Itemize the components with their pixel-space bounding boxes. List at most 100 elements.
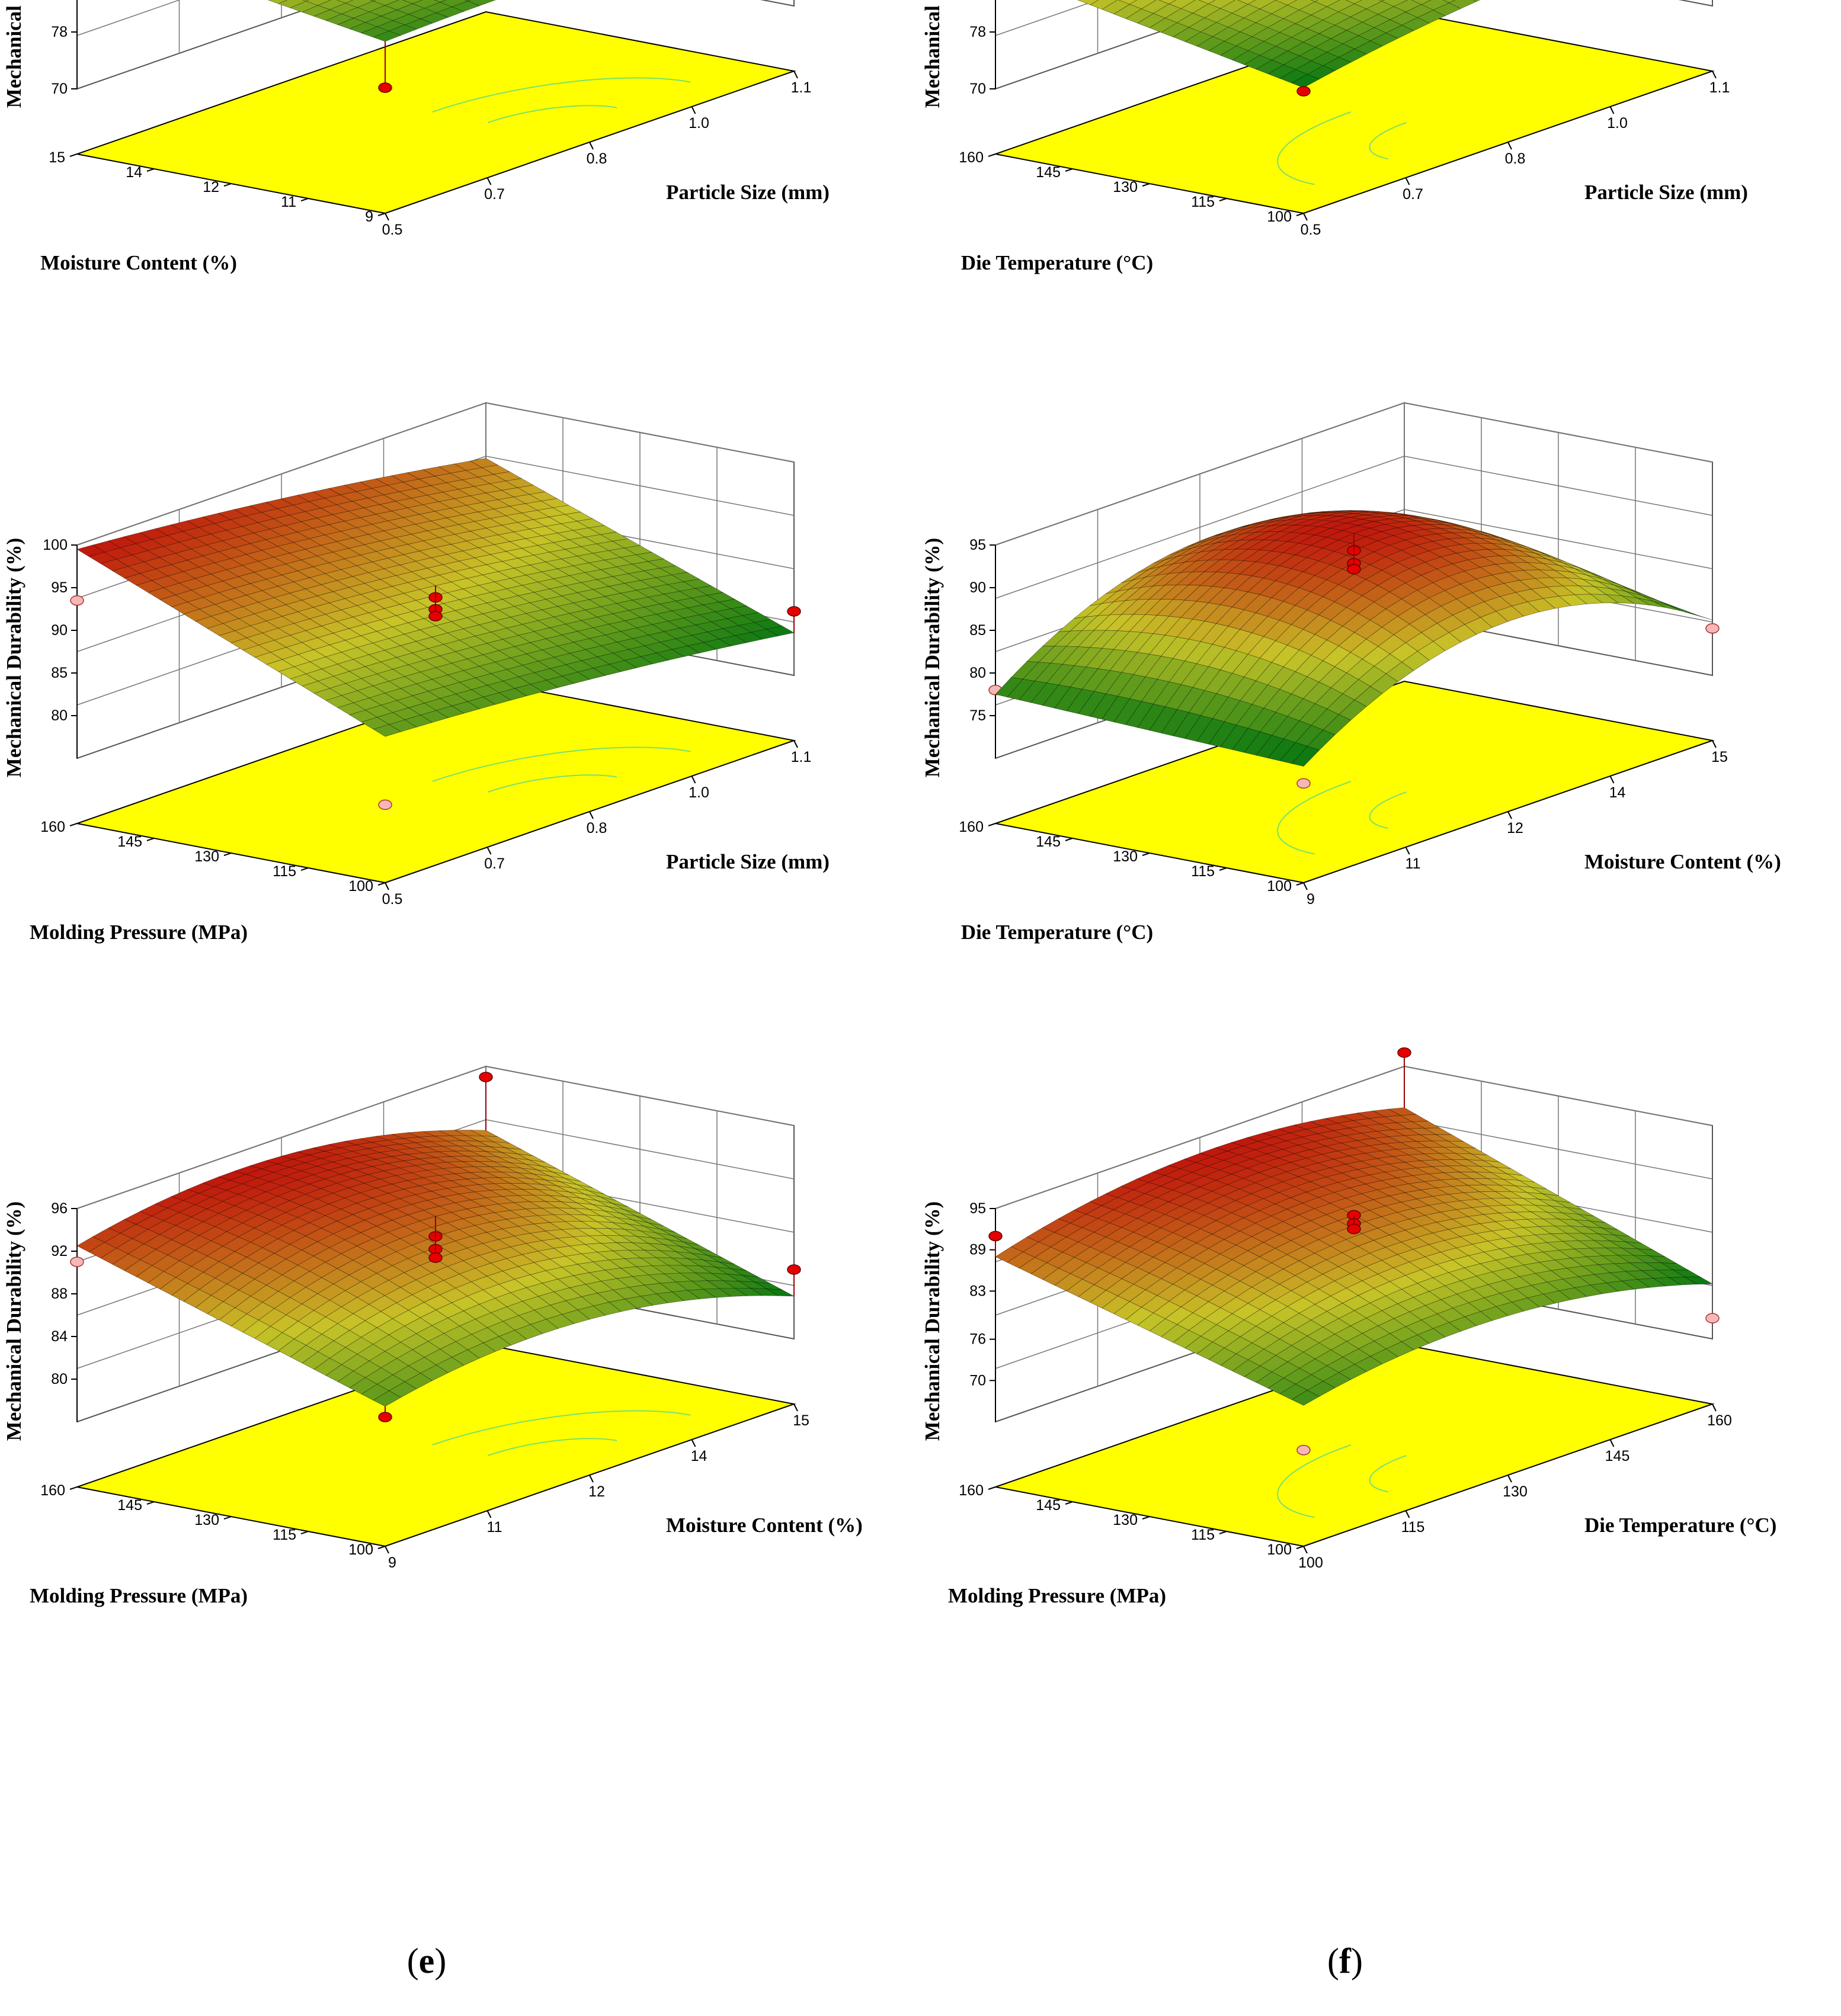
- y-axis-label: Die Temperature (°C): [961, 921, 1153, 944]
- floor-contour: [488, 105, 617, 123]
- y-tick-mark: [1142, 1516, 1150, 1520]
- x-tick-label: 11: [487, 1519, 502, 1536]
- y-tick-mark: [377, 1546, 386, 1549]
- y-tick-mark: [1219, 1531, 1227, 1534]
- panel-caption-letter: f: [1339, 1941, 1352, 1980]
- z-tick-label: 85: [51, 665, 68, 681]
- y-tick-mark: [1296, 1546, 1304, 1549]
- x-ticks: 9 11 12 14 15: [1303, 740, 1728, 908]
- x-tick-mark: [589, 1475, 594, 1483]
- x-axis-label: Particle Size (mm): [666, 850, 830, 873]
- x-tick-label: 9: [388, 1555, 396, 1571]
- z-axis-label: Mechanical Durability (%): [921, 538, 944, 777]
- x-tick-label: 14: [1609, 784, 1626, 801]
- response-surface: [76, 458, 795, 737]
- surface-cell: [1669, 605, 1697, 616]
- z-tick-label: 78: [51, 24, 68, 40]
- z-ticks: 80 85 90 95 100: [43, 537, 77, 724]
- y-tick-mark: [1296, 882, 1304, 886]
- z-tick-label: 92: [51, 1243, 68, 1259]
- design-point: [428, 1252, 443, 1263]
- z-tick-label: 80: [51, 707, 68, 724]
- box-frame: [76, 0, 795, 90]
- surface-cell: [1291, 74, 1320, 88]
- y-axis-label: Molding Pressure (MPa): [30, 1584, 248, 1607]
- x-tick-mark: [691, 1439, 696, 1447]
- z-axis-label: Mechanical Durability (%): [2, 538, 25, 777]
- z-ticks: 80 84 88 92 96: [51, 1200, 77, 1387]
- x-tick-mark: [486, 847, 492, 855]
- gridline: [76, 402, 795, 546]
- floor-contour: [1276, 111, 1352, 185]
- x-tick-mark: [589, 811, 594, 819]
- surface-cell: [373, 31, 402, 42]
- y-ticks: 100 115 130 145 160: [40, 1482, 386, 1558]
- z-tick-label: 83: [969, 1283, 986, 1299]
- y-tick-mark: [1219, 198, 1227, 201]
- x-tick-mark: [793, 740, 798, 748]
- surface-cell: [1291, 1390, 1320, 1406]
- panel-f: 70 76 83 89 95 100 115 130 145 160 100 115 130 145 160…: [921, 1047, 1776, 1980]
- x-tick-mark: [1712, 1403, 1717, 1412]
- x-tick-label: 12: [1507, 820, 1523, 836]
- y-tick-mark: [1296, 213, 1304, 216]
- x-tick-mark: [385, 213, 389, 221]
- z-tick-label: 100: [43, 537, 68, 553]
- z-tick-label: 95: [969, 537, 986, 553]
- x-ticks: 0.5 0.7 0.8 1.0 1.1: [382, 740, 811, 908]
- floor-contour: [432, 746, 691, 782]
- z-tick-label: 90: [969, 579, 986, 596]
- x-tick-label: 115: [1401, 1519, 1425, 1536]
- y-ticks: 100 115 130 145 160: [959, 149, 1304, 225]
- gridline: [76, 1066, 795, 1209]
- y-tick-label: 160: [40, 1482, 65, 1499]
- response-surface: [995, 510, 1713, 767]
- x-tick-label: 0.5: [382, 222, 403, 238]
- floor-contour: [1369, 791, 1407, 829]
- y-axis-label: Molding Pressure (MPa): [948, 1584, 1166, 1607]
- design-points-above: [378, 41, 392, 93]
- design-points-above: [1296, 86, 1311, 97]
- y-tick-mark: [1142, 183, 1150, 187]
- box-frame: [995, 0, 1713, 90]
- design-point: [1705, 1313, 1720, 1323]
- y-tick-mark: [377, 213, 386, 216]
- y-tick-label: 115: [273, 1527, 296, 1543]
- panel-d: 75 80 85 90 95 9 11 12 14 15 100 115 130 145 160 Mechan…: [921, 402, 1781, 1317]
- design-point: [787, 1264, 801, 1275]
- y-tick-label: 130: [194, 1512, 219, 1528]
- x-tick-label: 145: [1605, 1448, 1630, 1464]
- x-tick-label: 1.1: [1709, 79, 1730, 96]
- design-point: [378, 1412, 392, 1422]
- y-tick-label: 145: [1036, 1497, 1061, 1514]
- y-axis-label: Die Temperature (°C): [961, 251, 1153, 274]
- x-axis-label: Particle Size (mm): [666, 181, 830, 204]
- z-tick-label: 90: [51, 622, 68, 639]
- design-point: [1296, 778, 1311, 789]
- panel-b: 707885931000.50.70.81.01.110011513014516…: [921, 0, 1748, 648]
- y-tick-label: 100: [348, 1541, 373, 1558]
- design-point: [1296, 1444, 1311, 1456]
- panel-c: 80 85 90 95 100 0.5 0.7 0.8 1.0 1.1 100 115 130 145 16…: [2, 402, 830, 1317]
- x-tick-label: 14: [691, 1448, 707, 1464]
- x-tick-mark: [1712, 70, 1717, 79]
- surface-cell: [1442, 0, 1456, 4]
- design-point: [1296, 86, 1311, 97]
- design-point: [428, 611, 443, 621]
- z-tick-label: 70: [51, 81, 68, 97]
- surface-cell: [1473, 0, 1481, 2]
- x-tick-label: 0.7: [1403, 186, 1423, 203]
- y-tick-label: 115: [1191, 1527, 1215, 1543]
- y-ticks: 100 115 130 145 160: [959, 1482, 1304, 1558]
- x-tick-mark: [1405, 847, 1410, 855]
- back-wall-y: [760, 0, 795, 7]
- x-axis-label: Moisture Content (%): [666, 1514, 863, 1537]
- surface-cell: [302, 0, 310, 2]
- floor-contour: [488, 1438, 617, 1456]
- x-tick-label: 160: [1707, 1412, 1732, 1429]
- y-tick-label: 11: [281, 194, 296, 210]
- x-tick-mark: [1303, 213, 1308, 221]
- y-tick-mark: [1065, 838, 1073, 841]
- z-axis-label: Mechanical Durability (%): [921, 0, 944, 108]
